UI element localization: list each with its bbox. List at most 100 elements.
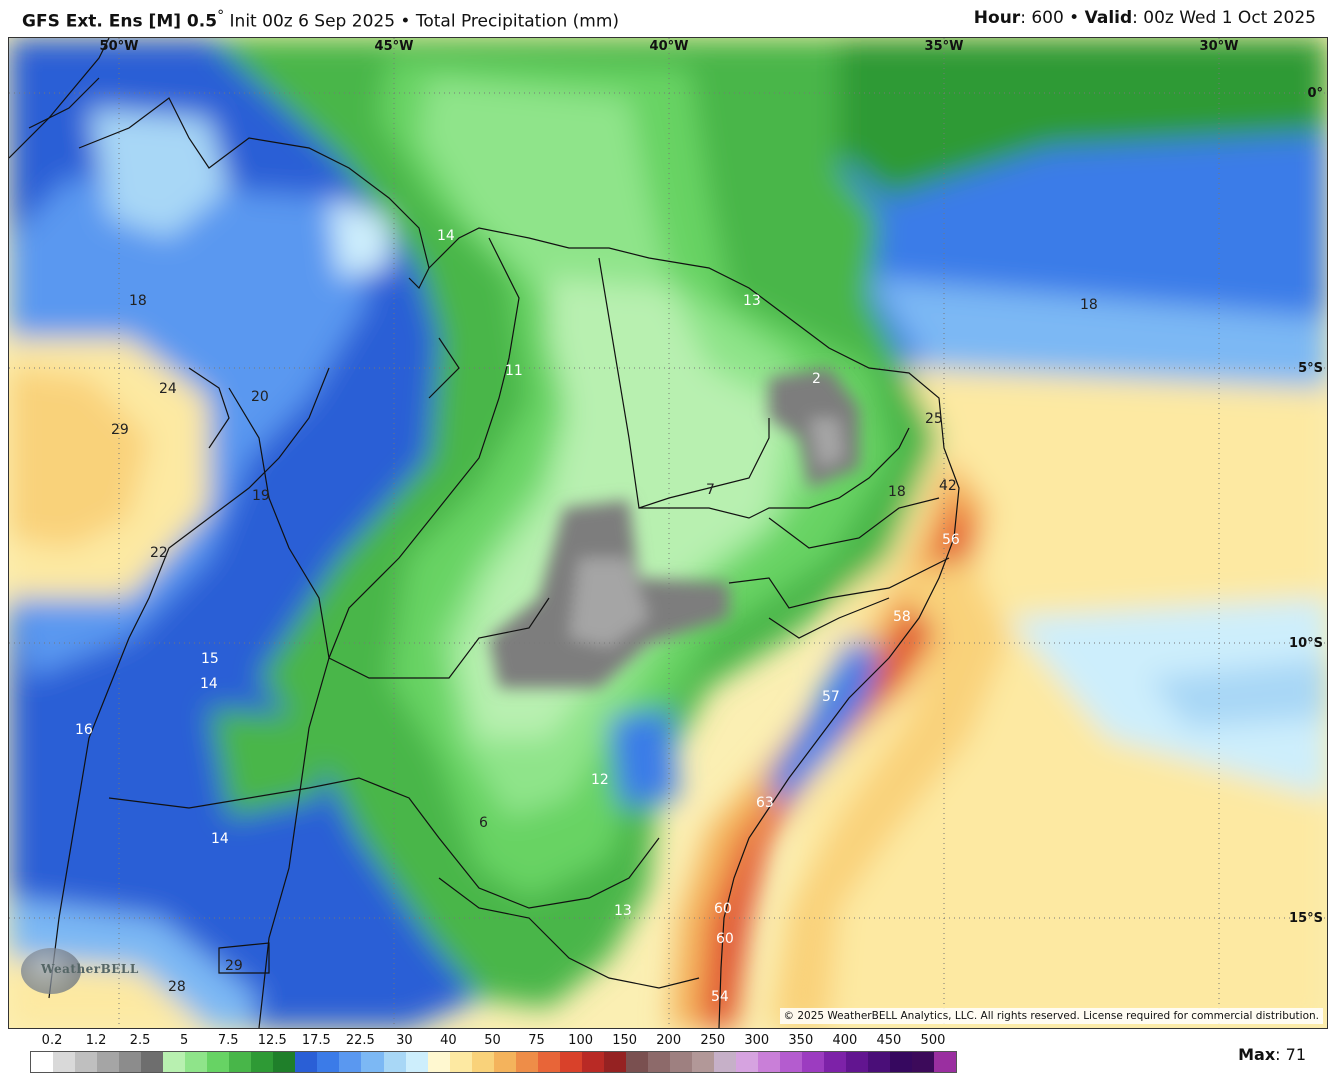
precip-value: 15 [201, 651, 219, 667]
legend-tick-label: 400 [832, 1033, 858, 1048]
legend-swatch [141, 1052, 164, 1072]
legend-swatch [97, 1052, 120, 1072]
precipitation-map[interactable]: 50°W 45°W 40°W 35°W 30°W 0° 5°S 10°S 15°… [8, 37, 1328, 1029]
max-label: Max [1238, 1045, 1276, 1064]
precip-value: 13 [743, 293, 761, 309]
legend-swatch [890, 1052, 913, 1072]
graticule [9, 38, 1327, 1028]
precip-value: 18 [888, 484, 906, 500]
legend-tick-label: 22.5 [345, 1033, 375, 1048]
header-valid: Hour: 600 • Valid: 00z Wed 1 Oct 2025 [974, 8, 1316, 28]
legend-swatch [912, 1052, 935, 1072]
lon-label: 30°W [1200, 39, 1239, 54]
precip-value: 57 [822, 689, 840, 705]
field-name: Total Precipitation (mm) [415, 11, 620, 32]
legend-swatch [515, 1052, 538, 1072]
copyright-notice: © 2025 WeatherBELL Analytics, LLC. All r… [779, 1008, 1323, 1024]
max-number: : 71 [1275, 1045, 1306, 1064]
lon-label: 45°W [375, 39, 414, 54]
legend-swatch [207, 1052, 230, 1072]
legend-swatch [647, 1052, 670, 1072]
lon-label: 50°W [100, 39, 139, 54]
graticule-labels: 50°W 45°W 40°W 35°W 30°W 0° 5°S 10°S 15°… [100, 39, 1323, 926]
precip-value: 24 [159, 381, 177, 397]
precip-value: 12 [591, 772, 609, 788]
precip-value: 54 [711, 989, 729, 1005]
logo-disc [21, 948, 81, 994]
precip-value: 7 [706, 482, 715, 498]
lat-label: 0° [1307, 86, 1323, 101]
hour-value: : 600 [1020, 8, 1064, 28]
precip-value: 20 [251, 389, 269, 405]
legend-swatch [846, 1052, 869, 1072]
legend-tick-label: 75 [528, 1033, 545, 1048]
init-time: Init 00z 6 Sep 2025 [224, 11, 396, 32]
legend-tick-label: 100 [568, 1033, 594, 1048]
legend-swatch [295, 1052, 318, 1072]
precip-value: 18 [1080, 297, 1098, 313]
legend-colorbar [30, 1051, 957, 1073]
precip-value: 28 [168, 979, 186, 995]
legend-swatch [559, 1052, 582, 1072]
legend-swatch [339, 1052, 362, 1072]
model-name: GFS Ext. Ens [M] 0.5 [22, 11, 218, 32]
legend-tick-label: 40 [440, 1033, 457, 1048]
max-value: Max: 71 [1238, 1045, 1306, 1064]
precip-value: 18 [129, 293, 147, 309]
legend-tick-label: 50 [484, 1033, 501, 1048]
legend-tick-label: 5 [180, 1033, 189, 1048]
legend-tick-label: 250 [700, 1033, 726, 1048]
legend-tick-label: 2.5 [129, 1033, 151, 1048]
legend-swatch [163, 1052, 186, 1072]
legend-tick-label: 0.2 [41, 1033, 63, 1048]
legend-tick-label: 12.5 [257, 1033, 287, 1048]
legend-tick-label: 350 [788, 1033, 814, 1048]
legend-tick-label: 200 [656, 1033, 682, 1048]
lon-label: 40°W [650, 39, 689, 54]
precip-value: 42 [939, 478, 957, 494]
legend-swatch [780, 1052, 803, 1072]
legend-swatch [691, 1052, 714, 1072]
legend-swatch [471, 1052, 494, 1072]
precip-value: 25 [925, 411, 943, 427]
legend-swatch [669, 1052, 692, 1072]
precip-value-labels: 14 18 24 20 29 19 22 15 14 16 14 29 28 1… [75, 228, 1098, 1005]
legend-swatch [229, 1052, 252, 1072]
precip-value: 56 [942, 532, 960, 548]
precip-value: 29 [111, 422, 129, 438]
precip-field [9, 38, 1327, 1028]
valid-value: : 00z Wed 1 Oct 2025 [1132, 8, 1316, 28]
legend-swatch [713, 1052, 736, 1072]
legend-swatch [273, 1052, 296, 1072]
legend-swatch [802, 1052, 825, 1072]
legend-tick-label: 1.2 [85, 1033, 107, 1048]
legend-swatch [185, 1052, 208, 1072]
legend-swatch [251, 1052, 274, 1072]
precip-value: 58 [893, 609, 911, 625]
precip-value: 13 [614, 903, 632, 919]
precip-value: 14 [211, 831, 229, 847]
legend-tick-label: 450 [876, 1033, 902, 1048]
precip-value: 2 [812, 371, 821, 387]
borders [9, 38, 960, 1028]
lon-label: 35°W [925, 39, 964, 54]
legend-swatch [537, 1052, 560, 1072]
header-bullet-2: • [1063, 8, 1085, 28]
legend-swatch [119, 1052, 142, 1072]
lat-label: 10°S [1289, 636, 1323, 651]
legend-tick-label: 150 [612, 1033, 638, 1048]
header-bullet: • [395, 11, 416, 32]
precip-value: 60 [714, 901, 732, 917]
precip-value: 16 [75, 722, 93, 738]
legend-swatch [868, 1052, 891, 1072]
lat-label: 5°S [1298, 361, 1323, 376]
degree-symbol: ° [217, 8, 225, 24]
weatherbell-logo: WeatherBELL [17, 944, 138, 1004]
legend-tick-label: 500 [920, 1033, 946, 1048]
legend-swatch [581, 1052, 604, 1072]
legend-swatch [427, 1052, 450, 1072]
legend-swatch [758, 1052, 781, 1072]
dry-zones [489, 368, 859, 688]
map-header: GFS Ext. Ens [M] 0.5° Init 00z 6 Sep 202… [0, 0, 1328, 36]
legend-swatch [53, 1052, 76, 1072]
